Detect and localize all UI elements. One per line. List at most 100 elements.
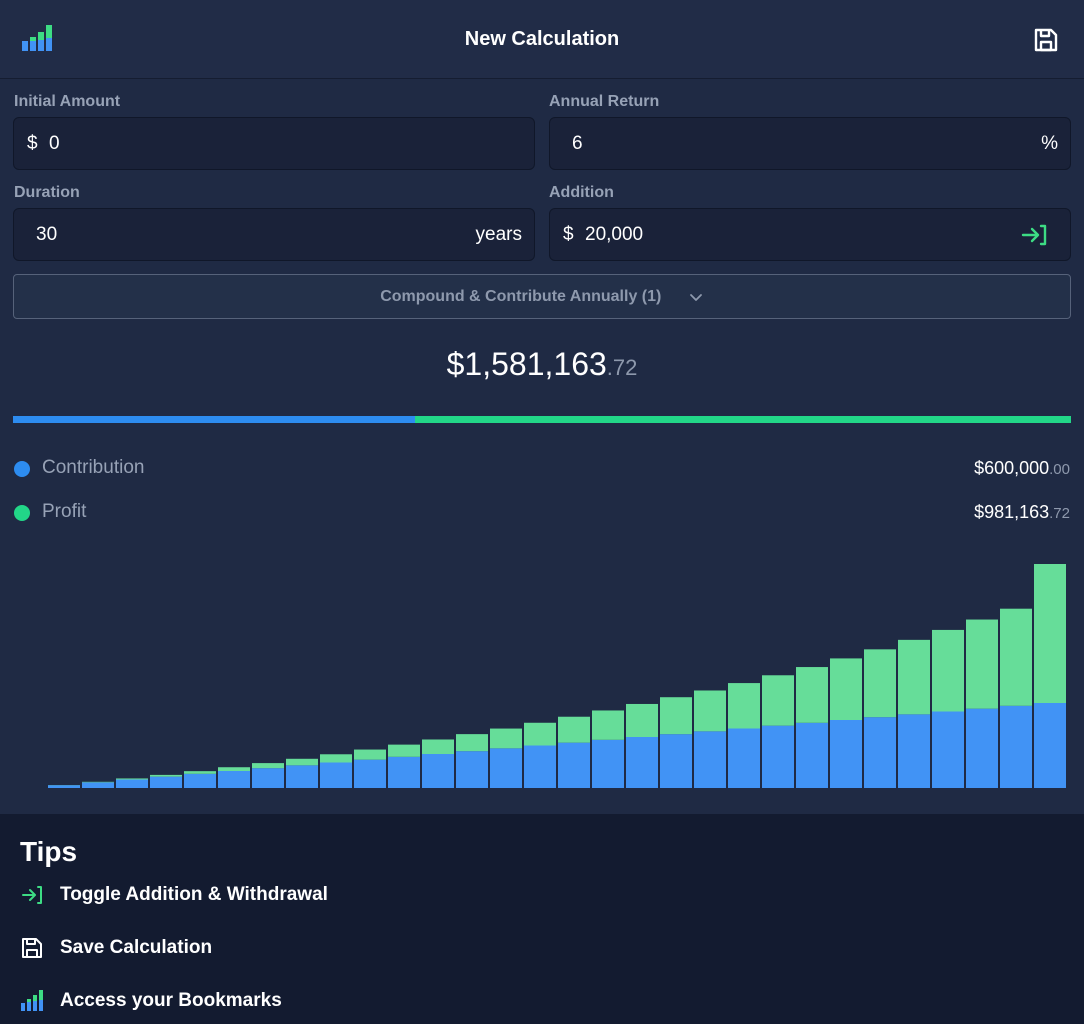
- profit-bar-3: [116, 778, 148, 780]
- top-bar: New Calculation: [0, 0, 1084, 79]
- initial-amount-label: Initial Amount: [14, 93, 121, 110]
- profit-bar-8: [286, 758, 318, 766]
- profit-bar-14: [490, 728, 522, 749]
- contribution-bar-26: [898, 714, 930, 788]
- contribution-bar-25: [864, 717, 896, 788]
- profit-bar-21: [728, 683, 760, 729]
- profit-bar-5: [184, 771, 216, 774]
- duration-input[interactable]: 30 years: [13, 208, 535, 261]
- contribution-bar-11: [388, 756, 420, 788]
- chevron-down-icon: [689, 293, 702, 301]
- tip-label: Access your Bookmarks: [60, 990, 282, 1011]
- profit-bar-28: [966, 619, 998, 709]
- total-amount: $1,581,163.72: [0, 346, 1084, 383]
- profit-bar-4: [150, 774, 182, 777]
- contribution-bar-28: [966, 708, 998, 788]
- contribution-dot: [14, 461, 30, 477]
- contribution-bar-22: [762, 725, 794, 788]
- duration-value[interactable]: 30: [36, 224, 58, 245]
- profit-amount-cents: .72: [1049, 505, 1070, 522]
- contribution-bar-4: [150, 776, 182, 788]
- contribution-bar-21: [728, 728, 760, 788]
- addition-input[interactable]: $ 20,000: [549, 208, 1071, 261]
- annual-return-label: Annual Return: [549, 93, 660, 110]
- contribution-bar-10: [354, 759, 386, 788]
- duration-label: Duration: [14, 184, 80, 201]
- bar-chart-icon[interactable]: [22, 24, 54, 52]
- profit-dot: [14, 505, 30, 521]
- profit-row: Profit $981,163.72: [0, 498, 1084, 528]
- profit-bar-7: [252, 763, 284, 769]
- profit-bar-19: [660, 697, 692, 735]
- profit-bar-27: [932, 629, 964, 712]
- profit-bar-6: [218, 767, 250, 771]
- profit-share-bar: [414, 416, 1071, 423]
- contribution-amount: $600,000.00: [974, 458, 1070, 479]
- years-suffix: years: [475, 224, 522, 245]
- contribution-bar-18: [626, 736, 658, 788]
- tip-toggle-addition: Toggle Addition & Withdrawal: [20, 880, 620, 910]
- contribution-bar-5: [184, 773, 216, 788]
- tip-label: Save Calculation: [60, 937, 213, 958]
- tips-heading: Tips: [20, 836, 78, 867]
- contribution-bar-7: [252, 768, 284, 788]
- contribution-bar-1: [48, 785, 80, 788]
- contribution-bar-16: [558, 742, 590, 788]
- addition-label: Addition: [549, 184, 614, 201]
- frequency-dropdown[interactable]: Compound & Contribute Annually (1): [13, 274, 1071, 319]
- addition-value[interactable]: 20,000: [585, 224, 644, 245]
- contribution-bar-2: [82, 782, 114, 788]
- profit-bar-20: [694, 690, 726, 732]
- contribution-amount-cents: .00: [1049, 461, 1070, 478]
- contribution-row: Contribution $600,000.00: [0, 454, 1084, 484]
- contribution-bar-15: [524, 745, 556, 788]
- profit-bar-22: [762, 675, 794, 726]
- annual-return-value[interactable]: 6: [572, 133, 583, 154]
- profit-label: Profit: [42, 501, 87, 522]
- contribution-profit-bar: [13, 416, 1071, 423]
- percent-suffix: %: [1041, 133, 1058, 154]
- arrow-right-to-bracket-icon[interactable]: [1020, 223, 1048, 247]
- contribution-bar-27: [932, 711, 964, 788]
- tip-access-bookmarks: Access your Bookmarks: [20, 986, 620, 1016]
- profit-bar-17: [592, 710, 624, 740]
- profit-bar-30: [1034, 564, 1066, 703]
- contribution-bar-3: [116, 779, 148, 788]
- annual-return-input[interactable]: 6 %: [549, 117, 1071, 170]
- contribution-bar-20: [694, 731, 726, 788]
- profit-bar-13: [456, 734, 488, 752]
- contribution-bar-30: [1034, 702, 1066, 788]
- arrow-right-to-bracket-icon: [22, 886, 42, 904]
- floppy-disk-icon: [22, 938, 42, 958]
- growth-bar-chart: [48, 564, 1066, 788]
- profit-bar-26: [898, 639, 930, 715]
- contribution-bar-19: [660, 734, 692, 788]
- profit-bar-18: [626, 703, 658, 737]
- profit-bar-2: [82, 781, 114, 783]
- contribution-bar-12: [422, 753, 454, 788]
- initial-amount-input[interactable]: $ 0: [13, 117, 535, 170]
- contribution-bar-6: [218, 770, 250, 788]
- contribution-bar-8: [286, 765, 318, 788]
- contribution-label: Contribution: [42, 457, 145, 478]
- initial-amount-value[interactable]: 0: [49, 133, 60, 154]
- profit-bar-25: [864, 649, 896, 718]
- contribution-bar-29: [1000, 705, 1032, 788]
- currency-prefix: $: [563, 224, 574, 245]
- contribution-bar-24: [830, 719, 862, 788]
- profit-bar-11: [388, 744, 420, 757]
- profit-bar-16: [558, 716, 590, 743]
- profit-bar-24: [830, 658, 862, 720]
- contribution-amount-main: $600,000: [974, 458, 1050, 478]
- profit-amount: $981,163.72: [974, 502, 1070, 523]
- contribution-bar-9: [320, 762, 352, 788]
- tip-label: Toggle Addition & Withdrawal: [60, 884, 328, 905]
- bar-chart-icon: [21, 990, 43, 1011]
- floppy-disk-icon[interactable]: [1032, 26, 1060, 54]
- contribution-share-bar: [13, 416, 415, 423]
- profit-bar-9: [320, 754, 352, 763]
- contribution-bar-17: [592, 739, 624, 788]
- profit-bar-12: [422, 739, 454, 754]
- contribution-bar-23: [796, 722, 828, 788]
- currency-prefix: $: [27, 133, 38, 154]
